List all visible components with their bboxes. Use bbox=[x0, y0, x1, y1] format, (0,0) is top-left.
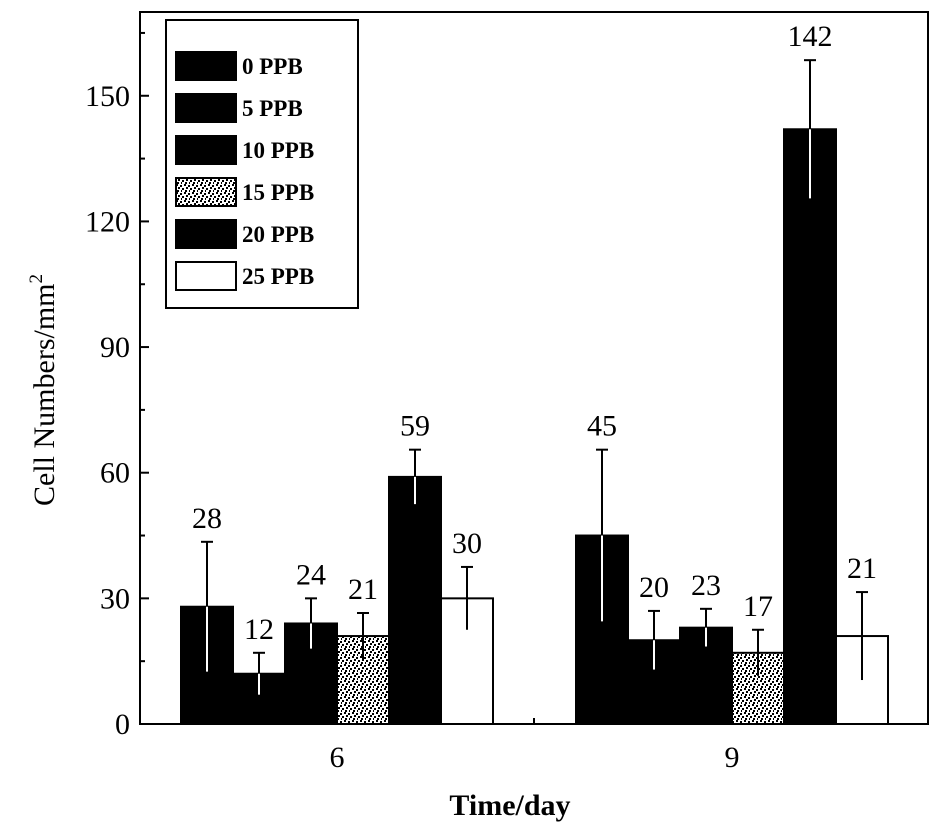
y-axis: 0 30 60 90 120 150 bbox=[85, 31, 149, 741]
legend-swatch bbox=[175, 177, 237, 207]
legend-label: 20 PPB bbox=[242, 222, 314, 247]
data-label: 21 bbox=[348, 573, 378, 606]
legend-swatch bbox=[175, 51, 237, 81]
y-axis-label-superscript: 2 bbox=[26, 274, 47, 284]
x-axis-label: Time/day bbox=[449, 789, 570, 822]
data-label: 20 bbox=[639, 571, 669, 604]
legend: 0 PPB 5 PPB 10 PPB 15 PPB 20 PPB 25 PPB bbox=[165, 19, 359, 309]
y-tick-label: 120 bbox=[85, 205, 130, 238]
bar bbox=[388, 475, 442, 725]
legend-label: 15 PPB bbox=[242, 180, 314, 205]
y-tick-label: 30 bbox=[100, 582, 130, 615]
legend-label: 0 PPB bbox=[242, 54, 303, 79]
data-label: 142 bbox=[788, 20, 833, 53]
data-label: 12 bbox=[244, 613, 274, 646]
data-label: 28 bbox=[192, 502, 222, 535]
error-bars-layer bbox=[201, 59, 868, 695]
y-axis-label-text: Cell Numbers/mm bbox=[28, 284, 61, 506]
data-label: 23 bbox=[691, 569, 721, 602]
y-tick-label: 150 bbox=[85, 80, 130, 113]
data-label: 17 bbox=[743, 590, 773, 623]
bar bbox=[783, 128, 837, 726]
y-tick-label: 0 bbox=[115, 708, 130, 741]
data-labels-layer: 28 12 24 21 59 30 45 20 23 17 142 21 bbox=[192, 20, 877, 646]
legend-swatch bbox=[175, 261, 237, 291]
data-label: 59 bbox=[400, 410, 430, 443]
legend-swatch bbox=[175, 135, 237, 165]
legend-label: 10 PPB bbox=[242, 138, 314, 163]
y-tick-label: 60 bbox=[100, 457, 130, 490]
x-tick-label: 9 bbox=[725, 741, 740, 774]
legend-label: 25 PPB bbox=[242, 264, 314, 289]
data-label: 21 bbox=[847, 552, 877, 585]
data-label: 24 bbox=[296, 558, 326, 591]
legend-swatch bbox=[175, 219, 237, 249]
legend-swatch bbox=[175, 93, 237, 123]
x-tick-label: 6 bbox=[330, 741, 345, 774]
y-axis-label: Cell Numbers/mm2 bbox=[26, 274, 61, 506]
data-label: 30 bbox=[452, 527, 482, 560]
y-tick-label: 90 bbox=[100, 331, 130, 364]
data-label: 45 bbox=[587, 410, 617, 443]
legend-label: 5 PPB bbox=[242, 96, 303, 121]
